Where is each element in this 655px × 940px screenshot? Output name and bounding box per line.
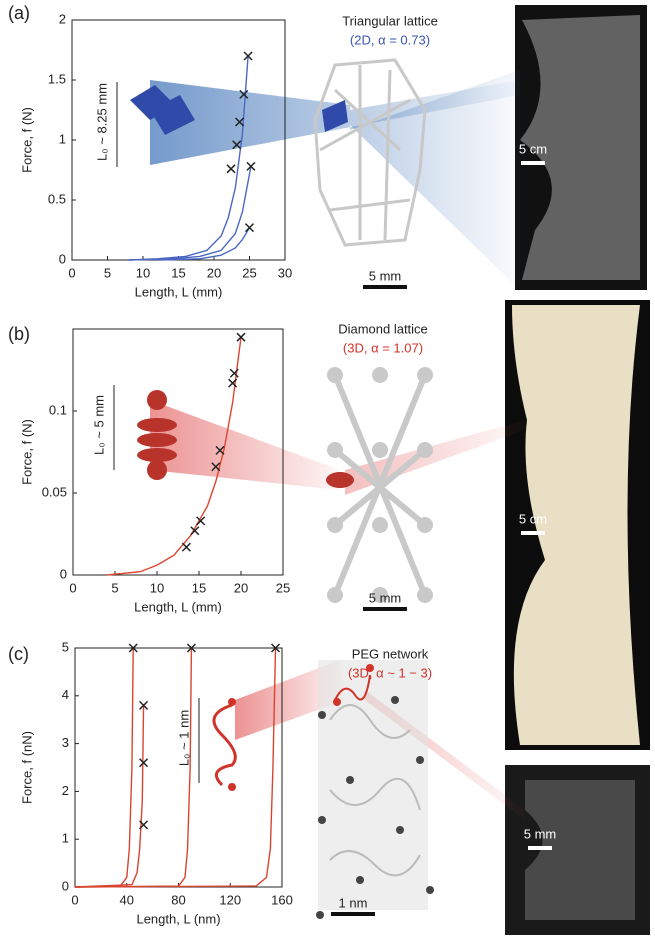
inset-subtitle: (3D, α ~ 1 − 3) [348, 665, 432, 680]
data-point [182, 543, 190, 551]
data-point [227, 165, 235, 173]
x-tick-label: 5 [111, 580, 118, 595]
x-tick-label: 15 [192, 580, 206, 595]
peg-network [316, 660, 434, 919]
scale-label: 1 nm [339, 895, 368, 910]
photo-scale-label: 5 cm [519, 141, 547, 156]
x-tick-label: 0 [71, 892, 78, 907]
y-tick-label: 0.1 [49, 402, 67, 417]
data-point [140, 759, 148, 767]
inset-title: Diamond lattice [338, 321, 428, 336]
y-tick-label: 0.5 [48, 191, 66, 206]
y-tick-label: 1 [59, 131, 66, 146]
y-axis-label: Force, f (N) [19, 107, 34, 173]
x-tick-label: 20 [207, 265, 221, 280]
data-point [246, 224, 254, 232]
x-tick-label: 160 [271, 892, 293, 907]
x-tick-label: 25 [276, 580, 290, 595]
photo-scale-bar [521, 161, 545, 165]
scale-label: 5 mm [369, 590, 402, 605]
y-axis-label: Force, f (N) [19, 419, 34, 485]
y-tick-label: 3 [62, 735, 69, 750]
curve [75, 705, 144, 887]
x-tick-label: 30 [278, 265, 292, 280]
curve [75, 648, 276, 887]
inset-title: Triangular lattice [342, 13, 438, 28]
y-tick-label: 0 [59, 251, 66, 266]
panel-label: (c) [8, 644, 29, 664]
x-axis-label: Length, L (nm) [136, 911, 220, 926]
y-axis-label: Force, f (nN) [19, 731, 34, 804]
panel-label: (b) [8, 324, 30, 344]
x-tick-label: 10 [136, 265, 150, 280]
length-label: L₀ ~ 8.25 mm [94, 83, 109, 161]
x-tick-label: 0 [68, 265, 75, 280]
figure: (a)05101520253000.511.52Length, L (mm)Fo… [0, 0, 655, 940]
scale-bar [363, 285, 407, 289]
photo-scale-bar [528, 846, 552, 850]
x-tick-label: 10 [150, 580, 164, 595]
y-tick-label: 2 [62, 783, 69, 798]
unit-cell [326, 472, 354, 488]
zoom-cone [350, 80, 520, 290]
x-tick-label: 5 [104, 265, 111, 280]
y-tick-label: 5 [62, 639, 69, 654]
length-label: L₀ ~ 5 mm [91, 395, 106, 455]
x-axis-label: Length, L (mm) [134, 599, 222, 614]
photo-scale-label: 5 cm [519, 511, 547, 526]
zoom-cone [150, 400, 340, 490]
x-tick-label: 25 [242, 265, 256, 280]
x-tick-label: 0 [69, 580, 76, 595]
inset-subtitle: (2D, α = 0.73) [350, 32, 430, 47]
x-axis-label: Length, L (mm) [135, 284, 223, 299]
x-tick-label: 40 [120, 892, 134, 907]
x-tick-label: 120 [219, 892, 241, 907]
scale-label: 5 mm [369, 268, 402, 283]
y-tick-label: 1.5 [48, 71, 66, 86]
x-tick-label: 80 [171, 892, 185, 907]
scale-bar [331, 912, 375, 916]
plot-frame [75, 648, 282, 887]
y-tick-label: 0.05 [42, 484, 67, 499]
curve [75, 648, 133, 887]
x-tick-label: 20 [234, 580, 248, 595]
length-label: L₀ ~ 1 nm [176, 710, 191, 766]
photo-scale-bar [521, 531, 545, 535]
x-tick-label: 15 [171, 265, 185, 280]
y-tick-label: 2 [59, 11, 66, 26]
inset-title: PEG network [352, 646, 429, 661]
y-tick-label: 1 [62, 831, 69, 846]
scale-bar [363, 607, 407, 611]
panel-label: (a) [8, 3, 30, 23]
unit-cell-icon [228, 783, 236, 791]
y-tick-label: 4 [62, 687, 69, 702]
curve [129, 166, 251, 260]
photo-scale-label: 5 mm [524, 826, 557, 841]
y-tick-label: 0 [60, 566, 67, 581]
y-tick-label: 0 [62, 878, 69, 893]
inset-subtitle: (3D, α = 1.07) [343, 340, 423, 355]
unit-cell-icon [214, 705, 235, 785]
unit-cell-icon [228, 698, 236, 706]
